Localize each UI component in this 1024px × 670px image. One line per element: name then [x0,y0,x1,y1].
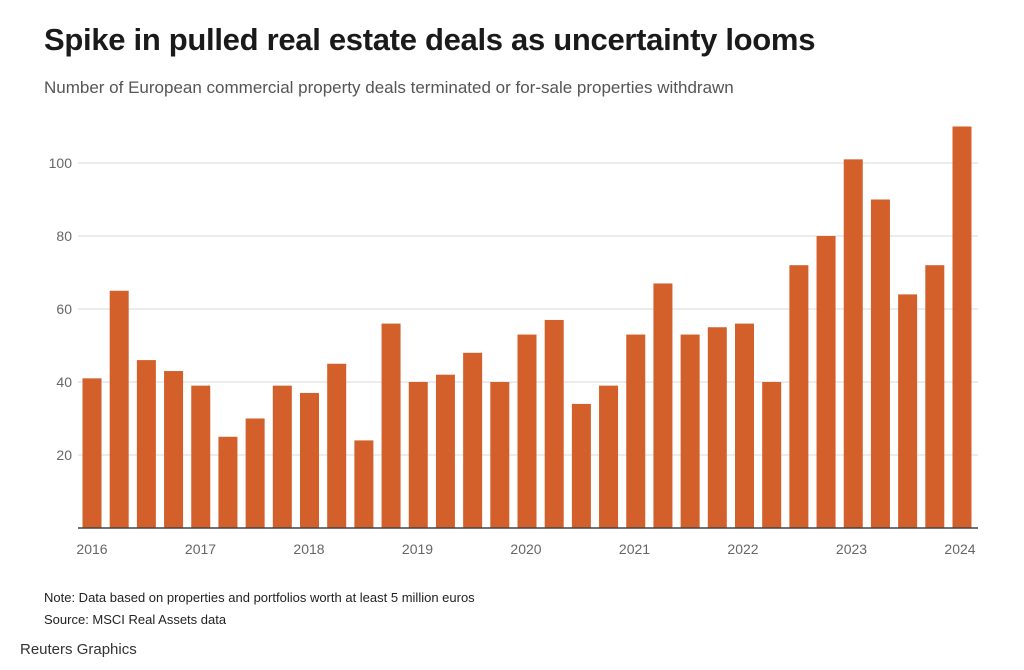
bar [680,334,700,528]
x-tick-label: 2024 [944,541,975,557]
bar [300,392,319,528]
bar [653,283,673,528]
bar [109,290,129,528]
bar [599,385,619,528]
bar [925,265,945,528]
bar [218,436,238,528]
bar [898,294,918,528]
bar [327,363,347,528]
bar [272,385,292,528]
bar [816,236,836,528]
x-tick-label: 2022 [727,541,758,557]
y-axis-ticks: 20 40 60 80 100 [49,155,73,463]
bar [354,440,374,528]
chart-source: Source: MSCI Real Assets data [44,612,227,627]
bar [762,382,782,528]
x-tick-label: 2020 [510,541,541,557]
y-tick-label: 20 [56,447,72,463]
x-tick-label: 2018 [293,541,324,557]
bar [544,319,564,528]
bar [164,371,184,528]
bar [517,334,537,528]
bar [952,126,972,528]
bar [463,352,483,528]
x-tick-label: 2021 [619,541,650,557]
chart-title: Spike in pulled real estate deals as unc… [44,22,816,57]
x-tick-label: 2017 [185,541,216,557]
bar [870,199,890,528]
y-tick-label: 80 [56,228,72,244]
bar [435,374,455,528]
bar [735,323,754,528]
bar [381,323,401,528]
bar [136,360,156,528]
y-tick-label: 100 [49,155,73,171]
bar [82,378,102,528]
bar [789,265,809,528]
bar [843,159,863,528]
bar [191,385,211,528]
bar [707,327,727,528]
credit-label: Reuters Graphics [20,641,137,658]
x-tick-label: 2023 [836,541,867,557]
y-tick-label: 60 [56,301,72,317]
x-axis-ticks: 2016 2017 2018 2019 2020 2021 2022 2023 2024 [76,541,975,557]
chart-subtitle: Number of European commercial property d… [44,78,734,97]
x-tick-label: 2016 [76,541,107,557]
x-tick-label: 2019 [402,541,433,557]
bar [245,418,265,528]
bar [408,382,428,528]
bars [82,126,972,528]
bar [571,403,591,528]
chart-note: Note: Data based on properties and portf… [44,590,475,605]
y-tick-label: 40 [56,374,72,390]
bar [490,382,510,528]
bar [626,334,646,528]
